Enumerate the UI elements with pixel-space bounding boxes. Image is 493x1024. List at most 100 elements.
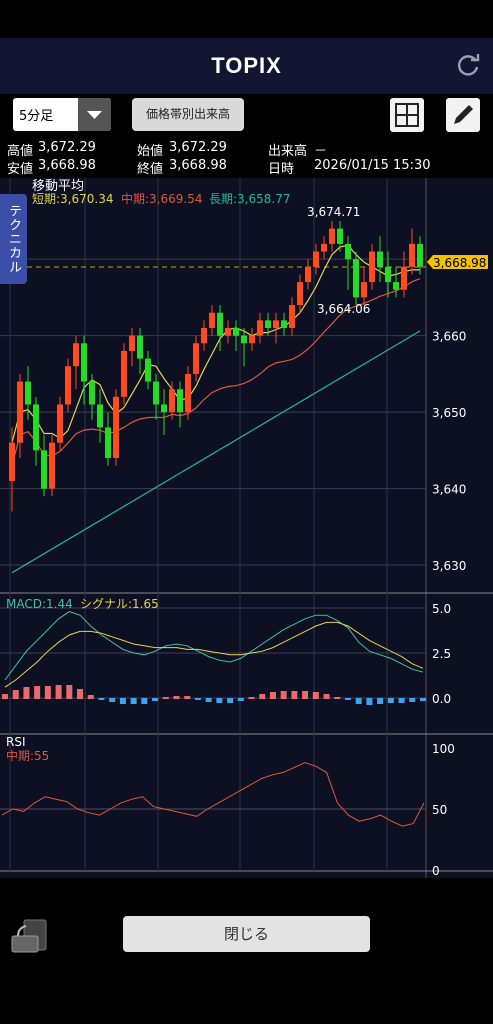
macd-histogram-bar — [291, 691, 298, 699]
current-price-value: 3,668.98 — [433, 256, 486, 270]
layout-grid-button[interactable] — [390, 98, 424, 132]
candle-body — [177, 389, 183, 413]
macd-histogram-bar — [227, 698, 234, 703]
candle-body — [345, 243, 351, 260]
candle-body — [153, 381, 159, 405]
macd-histogram-bar — [23, 687, 30, 699]
long-ma-line — [11, 330, 421, 574]
macd-histogram-bar — [366, 698, 373, 705]
macd-histogram-bar — [377, 698, 384, 704]
grid-icon — [395, 103, 419, 127]
rsi-tick-label: 0 — [432, 864, 440, 878]
macd-histogram-bar — [2, 694, 8, 699]
candle-body — [89, 381, 95, 405]
candle-body — [289, 305, 295, 328]
candle-body — [265, 320, 271, 328]
short-ma-line — [11, 244, 420, 443]
close-button[interactable]: 閉じる — [123, 916, 370, 952]
macd-histogram-bar — [280, 691, 287, 699]
open-label: 始値 — [137, 144, 164, 159]
low-annotation: 3,664.06 — [317, 302, 370, 316]
candle-body — [353, 259, 359, 298]
status-bar — [0, 0, 493, 38]
candle-body — [169, 389, 175, 413]
macd-histogram-bar — [344, 698, 351, 700]
candle-body — [57, 404, 63, 443]
macd-histogram-bar — [205, 698, 212, 702]
long-ma-label: 長期:3,658.77 — [209, 192, 290, 206]
date-value: 2026/01/15 15:30 — [314, 158, 431, 173]
rsi-line — [1, 762, 425, 827]
candle-body — [337, 228, 343, 244]
interval-label: 5分足 — [19, 109, 54, 124]
volume-label: 出来高 — [268, 144, 308, 159]
page-title: TOPIX — [211, 53, 282, 78]
candle-body — [25, 381, 31, 405]
high-annotation: 3,674.71 — [307, 205, 360, 219]
candle-body — [377, 251, 383, 267]
candle-body — [97, 404, 103, 428]
candle-body — [73, 343, 79, 367]
date-label: 日時 — [268, 162, 295, 177]
macd-histogram-bar — [109, 698, 116, 702]
signal-line — [4, 621, 424, 688]
signal-label: シグナル:1.65 — [80, 597, 159, 611]
candle-body — [33, 404, 39, 451]
candle-body — [193, 343, 199, 374]
chart-area[interactable]: 移動平均 短期:3,670.34 中期:3,669.54 長期:3,658.77… — [0, 178, 493, 894]
macd-histogram-bar — [248, 697, 255, 699]
macd-histogram-bar — [194, 698, 201, 700]
macd-histogram-bar — [216, 698, 223, 703]
technical-tab[interactable]: テクニカル — [0, 194, 27, 284]
macd-tick-label: 5.0 — [432, 602, 451, 616]
rotate-screen-icon[interactable] — [10, 916, 48, 954]
candle-body — [81, 343, 87, 382]
candle-body — [417, 243, 423, 267]
macd-histogram-bar — [34, 686, 41, 699]
candle-body — [217, 312, 223, 336]
candle-body — [137, 335, 143, 359]
volume-value: － — [314, 144, 328, 159]
macd-histogram-bar — [55, 685, 62, 699]
candle-body — [273, 320, 279, 328]
candle-body — [385, 266, 391, 283]
candle-body — [201, 328, 207, 344]
macd-label: MACD:1.44 — [6, 597, 73, 611]
macd-histogram-bar — [77, 689, 84, 699]
candle-body — [257, 320, 263, 336]
candle-body — [209, 312, 215, 328]
mid-ma-label: 中期:3,669.54 — [121, 191, 202, 206]
macd-histogram-bar — [173, 696, 180, 699]
current-price-tag: 3,668.98 — [427, 255, 488, 270]
macd-histogram-bar — [302, 691, 309, 699]
title-bar — [0, 38, 493, 94]
refresh-icon[interactable] — [455, 52, 481, 78]
candle-body — [329, 228, 335, 244]
candle-body — [393, 282, 399, 290]
volume-profile-button[interactable]: 価格帯別出来高 — [132, 98, 244, 131]
macd-histogram-bar — [44, 686, 51, 699]
macd-tick-label: 0.0 — [432, 692, 451, 706]
macd-histogram-bar — [119, 698, 126, 704]
macd-histogram-bar — [87, 695, 94, 699]
price-tick-label: 3,630 — [432, 559, 466, 573]
macd-histogram-bar — [420, 698, 426, 702]
macd-histogram-bar — [141, 698, 148, 704]
rsi-mid-label: 中期:55 — [6, 748, 49, 763]
macd-histogram-bar — [12, 690, 19, 699]
macd-histogram-bar — [184, 696, 191, 699]
draw-button[interactable] — [446, 98, 480, 132]
macd-histogram-bar — [334, 697, 341, 699]
macd-histogram-bar — [312, 692, 319, 699]
macd-histogram-bar — [398, 698, 405, 703]
rsi-tick-label: 50 — [432, 803, 447, 817]
candle-body — [225, 328, 231, 336]
candle-body — [241, 335, 247, 344]
interval-select[interactable]: 5分足 — [13, 98, 111, 131]
candle-body — [41, 450, 47, 489]
candle-body — [249, 335, 255, 344]
candle-body — [321, 243, 327, 252]
macd-histogram-bar — [387, 698, 394, 703]
macd-histogram-bar — [323, 694, 330, 699]
candle-body — [161, 404, 167, 413]
